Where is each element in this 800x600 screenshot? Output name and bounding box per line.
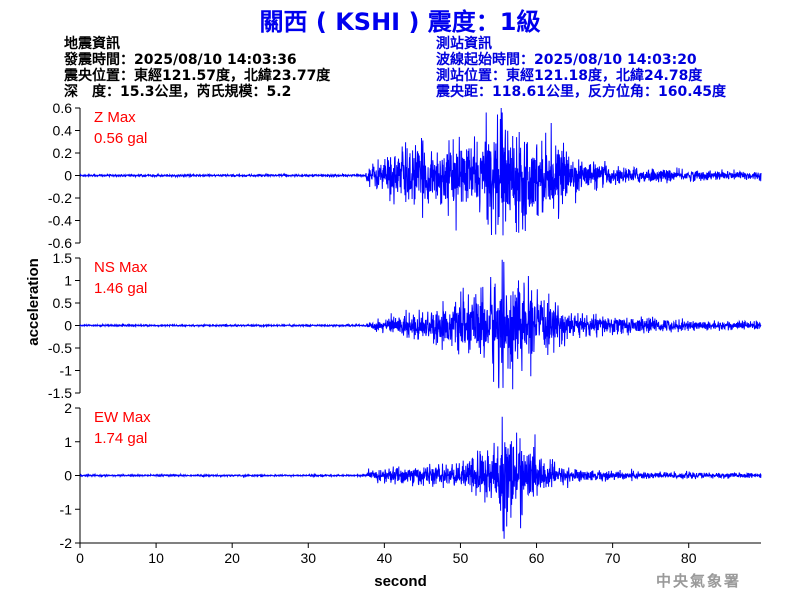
y-tick-label: 0 — [64, 468, 72, 484]
y-tick-label: -1 — [60, 501, 73, 517]
earthquake-info: 地震資訊 發震時間：2025/08/10 14:03:36 震央位置：東經121… — [64, 36, 330, 100]
waveform-ns — [79, 259, 762, 390]
station-location: 測站位置：東經121.18度，北緯24.78度 — [436, 68, 703, 84]
y-axis-label: acceleration — [25, 258, 42, 346]
epicenter-location: 震央位置：東經121.57度，北緯23.77度 — [64, 68, 331, 84]
record-start-time: 波線起始時間：2025/08/10 14:03:20 — [436, 52, 697, 68]
max-label-ew: EW Max — [94, 409, 151, 426]
agency-watermark: 中央氣象署 — [656, 572, 742, 590]
y-tick-label: -0.5 — [48, 340, 72, 356]
y-tick-label: 0 — [64, 318, 72, 334]
y-tick-label: -0.2 — [48, 190, 72, 206]
y-tick-label: 0 — [64, 168, 72, 184]
max-label-z: Z Max — [94, 109, 136, 126]
station-info: 測站資訊 波線起始時間：2025/08/10 14:03:20 測站位置：東經1… — [436, 36, 726, 100]
y-tick-label: 1 — [64, 434, 72, 450]
waveform-ew — [79, 416, 762, 539]
epicentral-distance: 震央距：118.61公里，反方位角：160.45度 — [436, 84, 727, 100]
x-tick-label: 70 — [605, 550, 621, 566]
chart-title: 關西 ( KSHI ) 震度：1級 — [259, 8, 541, 36]
x-tick-label: 0 — [76, 550, 84, 566]
x-tick-label: 40 — [377, 550, 393, 566]
earthquake-info-heading: 地震資訊 — [64, 36, 120, 52]
y-tick-label: 1.5 — [53, 250, 73, 266]
max-value-ew: 1.74 gal — [94, 430, 147, 447]
x-tick-label: 10 — [148, 550, 164, 566]
y-tick-label: 0.4 — [53, 123, 73, 139]
max-value-z: 0.56 gal — [94, 130, 147, 147]
x-tick-label: 30 — [300, 550, 316, 566]
y-tick-label: 1 — [64, 273, 72, 289]
y-tick-label: -0.4 — [48, 213, 72, 229]
y-tick-label: -1 — [60, 363, 73, 379]
y-tick-label: 0.6 — [53, 100, 73, 116]
y-tick-label: 0.2 — [53, 145, 73, 161]
y-tick-label: 0.5 — [53, 295, 73, 311]
y-tick-label: -1.5 — [48, 385, 72, 401]
y-tick-label: 2 — [64, 400, 72, 416]
waveform-z — [79, 107, 762, 236]
origin-time: 發震時間：2025/08/10 14:03:36 — [64, 52, 297, 68]
y-tick-label: -2 — [60, 535, 73, 551]
y-tick-label: -0.6 — [48, 235, 72, 251]
x-tick-label: 80 — [681, 550, 697, 566]
station-info-heading: 測站資訊 — [436, 36, 492, 52]
max-label-ns: NS Max — [94, 259, 148, 276]
x-tick-label: 50 — [453, 550, 469, 566]
depth-magnitude: 深 度：15.3公里，芮氏規模：5.2 — [64, 84, 292, 100]
x-tick-label: 60 — [529, 550, 545, 566]
max-value-ns: 1.46 gal — [94, 280, 147, 297]
x-axis-label: second — [374, 573, 427, 590]
x-tick-label: 20 — [224, 550, 240, 566]
